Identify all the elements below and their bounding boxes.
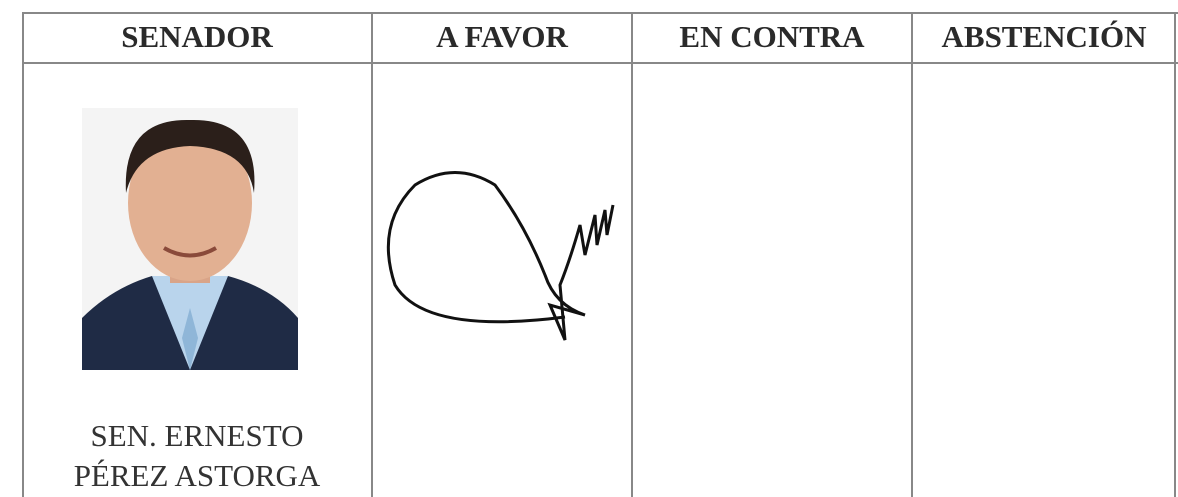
senator-name-line: SEN. ERNESTO: [90, 418, 304, 453]
header-cell: A FAVOR: [436, 19, 568, 54]
senator-name-line: PÉREZ ASTORGA: [73, 458, 321, 493]
header-cell: ABSTENCIÓN: [941, 19, 1147, 54]
column-border: [371, 12, 373, 497]
column-border: [1174, 12, 1176, 497]
column-border: [631, 12, 633, 497]
column-border: [911, 12, 913, 497]
table-top-border: [22, 12, 1178, 14]
column-border: [22, 12, 24, 497]
header-cell: SENADOR: [121, 19, 273, 54]
header-bottom-border: [22, 62, 1178, 64]
signature: [386, 171, 615, 341]
senator-photo: [82, 108, 298, 370]
header-cell: EN CONTRA: [679, 19, 865, 54]
